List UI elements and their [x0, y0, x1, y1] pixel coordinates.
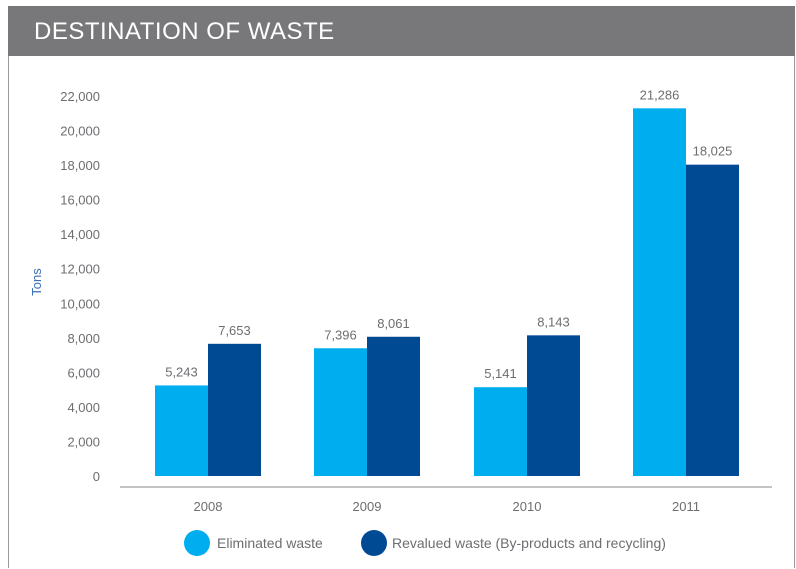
bar-eliminated-2009 [314, 348, 367, 476]
chart-title: DESTINATION OF WASTE [34, 18, 335, 45]
chart-header: DESTINATION OF WASTE [8, 6, 795, 56]
y-tick-label: 2,000 [67, 434, 100, 449]
data-label: 8,061 [377, 316, 410, 331]
data-label: 8,143 [537, 314, 570, 329]
data-label: 7,396 [324, 327, 357, 342]
x-tick-label: 2008 [194, 499, 223, 514]
bar-revalued-2008 [208, 343, 261, 476]
y-tick-label: 8,000 [67, 331, 100, 346]
y-tick-label: 16,000 [60, 193, 100, 208]
x-tick-label: 2011 [672, 499, 700, 514]
data-label: 7,653 [218, 323, 251, 338]
data-label: 18,025 [693, 144, 733, 159]
y-tick-label: 22,000 [60, 89, 100, 104]
bar-eliminated-2008 [155, 385, 208, 476]
bar-revalued-2010 [527, 335, 580, 476]
legend-label: Eliminated waste [217, 535, 323, 551]
x-tick-label: 2010 [513, 499, 542, 514]
y-tick-label: 18,000 [60, 158, 100, 173]
data-label: 5,141 [484, 366, 517, 381]
legend-swatch-eliminated [184, 530, 210, 556]
y-tick-label: 10,000 [60, 296, 100, 311]
y-tick-label: 12,000 [60, 262, 100, 277]
y-tick-label: 6,000 [67, 365, 100, 380]
y-tick-label: 20,000 [60, 124, 100, 139]
bar-revalued-2009 [367, 336, 420, 476]
data-label: 5,243 [165, 364, 198, 379]
chart-frame [8, 6, 795, 568]
y-tick-label: 0 [93, 469, 100, 484]
bar-eliminated-2010 [474, 387, 527, 476]
y-axis-label: Tons [29, 268, 44, 296]
bar-eliminated-2011 [633, 108, 686, 476]
data-label: 21,286 [640, 87, 680, 102]
x-tick-label: 2009 [353, 499, 382, 514]
legend-label: Revalued waste (By-products and recyclin… [392, 535, 666, 551]
y-tick-label: 14,000 [60, 227, 100, 242]
bar-revalued-2011 [686, 164, 739, 476]
legend-swatch-revalued [361, 530, 387, 556]
y-tick-label: 4,000 [67, 400, 100, 415]
